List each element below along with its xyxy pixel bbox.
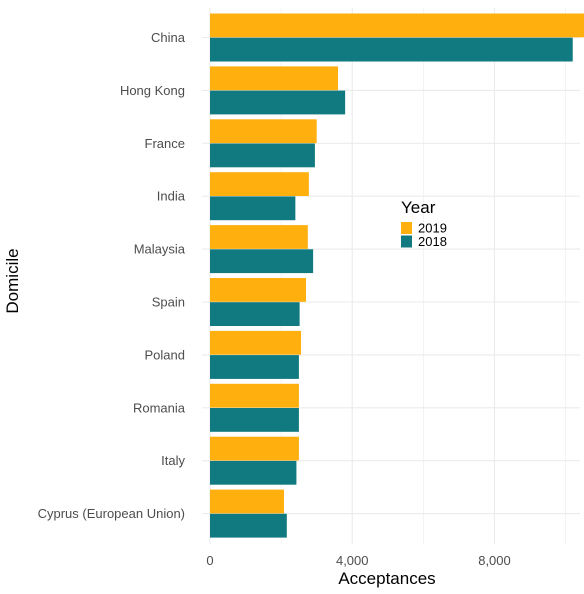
category-label: China xyxy=(151,30,186,45)
legend-label-2019: 2019 xyxy=(418,221,447,236)
legend-key-2019 xyxy=(401,222,412,234)
category-label: Poland xyxy=(145,347,185,362)
bar-2018-hong-kong xyxy=(210,90,346,115)
category-label: Romania xyxy=(133,400,186,415)
bar-2019-cyprus-european-union xyxy=(210,489,284,514)
x-tick-label: 0 xyxy=(206,553,213,568)
bar-2019-poland xyxy=(210,330,302,355)
bar-2019-malaysia xyxy=(210,225,308,249)
bars xyxy=(210,13,584,538)
bar-2018-spain xyxy=(210,302,300,326)
category-label: Spain xyxy=(152,295,185,310)
y-axis-title: Domicile xyxy=(3,248,22,313)
bar-2019-hong-kong xyxy=(210,66,339,91)
bar-2018-cyprus-european-union xyxy=(210,513,287,538)
bar-2018-italy xyxy=(210,460,297,485)
bar-2018-poland xyxy=(210,355,299,379)
bar-2019-france xyxy=(210,119,317,144)
bar-2019-spain xyxy=(210,278,307,302)
bar-2019-italy xyxy=(210,436,299,461)
category-label: Cyprus (European Union) xyxy=(38,506,185,521)
bar-2018-china xyxy=(210,37,573,62)
x-tick-label: 4,000 xyxy=(336,553,369,568)
x-tick-label: 8,000 xyxy=(478,553,511,568)
category-label: Malaysia xyxy=(134,242,186,257)
bar-2018-malaysia xyxy=(210,249,314,274)
legend-title: Year xyxy=(401,198,436,217)
grid xyxy=(202,8,580,544)
category-label: Italy xyxy=(161,453,185,468)
legend-label-2018: 2018 xyxy=(418,234,447,249)
bar-2019-china xyxy=(210,13,584,38)
legend-key-2018 xyxy=(401,235,412,248)
bar-2019-india xyxy=(210,172,309,196)
bar-2018-france xyxy=(210,143,315,168)
category-label: India xyxy=(157,189,186,204)
bar-2018-india xyxy=(210,196,296,221)
x-axis-title: Acceptances xyxy=(338,569,435,588)
category-label: France xyxy=(145,136,185,151)
bar-2019-romania xyxy=(210,383,299,408)
bar-2018-romania xyxy=(210,408,299,432)
category-label: Hong Kong xyxy=(120,83,185,98)
category-labels: China Hong Kong France India Malaysia Spain Po… xyxy=(38,30,186,521)
